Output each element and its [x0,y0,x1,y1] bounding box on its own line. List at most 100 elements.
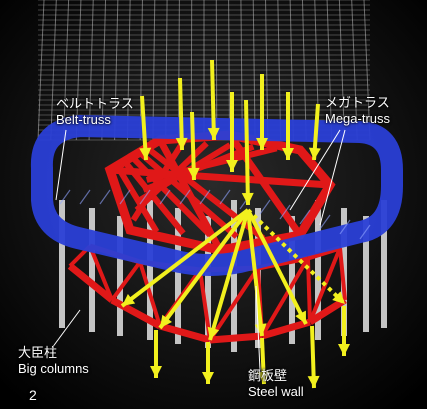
big-column [89,208,95,332]
load-arrow-down-head [226,160,238,172]
leader-big-columns [51,309,81,349]
big-column [289,216,295,344]
grid-vertical [37,0,45,141]
leader-belt-truss [55,129,67,201]
belt-truss-ja: ベルトトラス [56,96,134,111]
load-arrow-column-head [307,375,320,388]
big-column [117,216,123,336]
load-arrow-down-head [139,147,152,160]
lower-chord [67,263,115,303]
lower-diagonal [338,247,347,301]
lower-diagonal [88,245,114,301]
load-arrow-spread-head [122,293,136,306]
grid-vertical [338,0,345,141]
belt-truss-band [30,115,403,276]
leader-mega-truss [319,129,346,226]
grid-vertical [277,0,282,141]
load-arrow-down [178,77,184,151]
load-arrow-column-head [257,371,270,384]
load-arrow-center [244,99,250,206]
grid-vertical [50,0,57,141]
lower-chord [261,318,311,340]
grid-vertical [265,0,269,141]
big-column [315,200,321,340]
grid-vertical [240,0,243,141]
label-mega-truss: メガトラス Mega-truss [325,95,390,127]
belt-truss-web [59,189,371,240]
lower-diagonal [138,261,162,327]
lower-diagonal [208,266,260,342]
grid-vertical [165,0,168,141]
grid-vertical [326,0,333,141]
mega-truss-member [114,163,160,234]
leader-lines [51,129,346,371]
grid-vertical [63,0,70,141]
load-arrow-down-head [282,148,294,160]
load-arrow-spread-head [295,310,306,324]
belt-truss-en: Belt-truss [56,112,111,127]
lower-chord [308,297,347,325]
figure-number: 2 [29,387,37,403]
mega-truss-member [156,138,224,252]
load-arrow-spread [246,208,347,306]
grid-vertical [289,0,294,141]
leader-mega-truss [289,129,341,211]
load-arrow-down-head [207,127,220,140]
big-column [231,200,237,352]
load-arrow-down-head [187,167,200,180]
steel-wall-ja: 鋼板壁 [248,368,288,383]
mega-truss-en: Mega-truss [325,111,391,126]
grid-vertical [363,0,371,141]
load-arrow-spread [208,209,250,341]
label-big-columns: 大臣柱 Big columns [18,345,89,377]
grid-vertical [252,0,256,141]
load-arrow-down [210,59,216,141]
tower-grid [37,0,371,141]
big-column [205,216,211,348]
label-belt-truss: ベルトトラス Belt-truss [56,96,134,128]
lower-chord [110,296,162,330]
load-arrow-spread-head [160,314,172,328]
mega-truss-member [227,132,303,238]
mega-truss-member [109,166,331,189]
big-column [175,208,181,344]
lower-diagonal [110,260,142,302]
lower-diagonal [306,257,312,323]
big-column [147,200,153,340]
grid-vertical [177,0,180,141]
load-arrow-down-head [308,147,321,160]
load-arrow-spread [246,209,264,337]
big-columns-en: Big columns [18,361,89,376]
mega-truss-ja: メガトラス [325,95,390,110]
load-arrow-down-head [175,137,188,150]
load-arrow-spread-head [207,326,220,340]
load-arrow-spread [158,208,250,330]
big-column [381,200,387,328]
belt-truss [30,115,403,276]
mega-truss-member [127,152,213,238]
big-column [59,200,65,328]
load-arrow-column-head [338,344,350,356]
lower-chord [159,322,211,344]
mega-truss [104,130,336,255]
load-arrow-spread [120,208,250,308]
load-arrows [120,59,350,389]
lower-diagonal [260,256,310,338]
load-arrow-down-head [256,138,268,150]
lower-chord [209,332,263,344]
big-columns-ja: 大臣柱 [18,345,58,360]
load-arrow-column-head [150,366,162,378]
grid-vertical [228,0,231,141]
grid-vertical [351,0,358,141]
load-arrow-column-head [202,372,214,384]
grid-vertical [301,0,307,141]
leader-steel-wall [255,285,261,371]
load-arrow-center-head [241,192,254,205]
steel-wall-en: Steel wall [248,384,304,399]
load-arrow-spread-head [332,291,345,304]
big-column [363,216,369,332]
load-arrow-spread [246,209,308,325]
label-steel-wall: 鋼板壁 Steel wall [248,368,304,400]
